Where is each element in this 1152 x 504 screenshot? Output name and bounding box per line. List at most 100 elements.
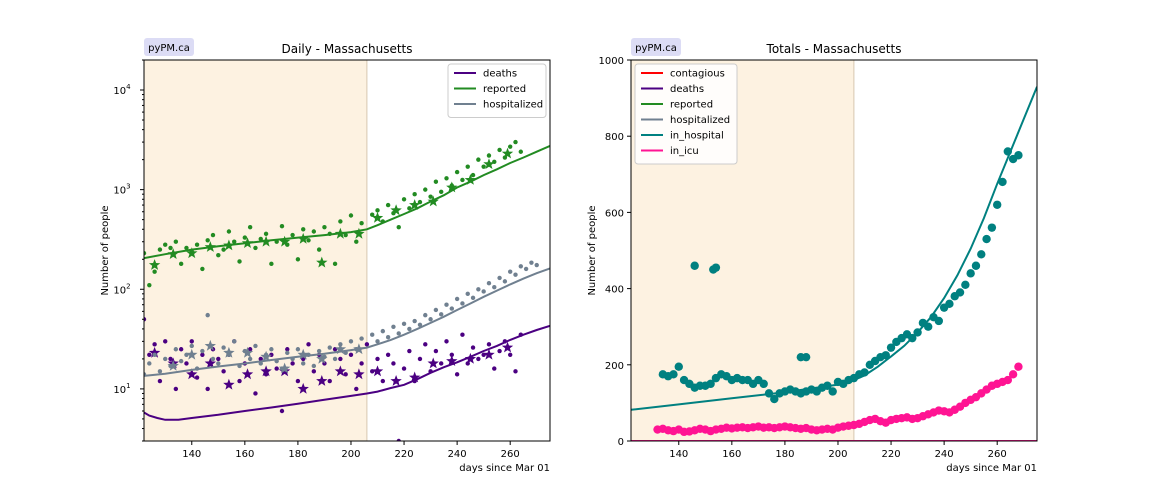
hospitalized-point: [470, 295, 476, 301]
hospitalized-point: [502, 279, 508, 284]
chart-title: Totals - Massachusetts: [766, 42, 902, 56]
hospitalized-weekly-star: [186, 348, 198, 360]
hospitalized-weekly-star: [167, 359, 179, 371]
in-hospital-point: [828, 387, 837, 396]
reported-point: [279, 223, 285, 229]
shaded-region: [144, 60, 367, 441]
legend-label-hospitalized: hospitalized: [670, 115, 730, 126]
deaths-point: [168, 356, 173, 362]
pypm-badge: pyPM.ca: [631, 38, 681, 56]
deaths-point: [396, 438, 401, 441]
reported-point: [359, 221, 364, 226]
hospitalized-point: [412, 318, 417, 324]
deaths-point: [433, 348, 439, 354]
reported-point: [237, 259, 242, 264]
reported-point: [178, 261, 184, 267]
reported-weekly-star: [316, 256, 328, 268]
reported-point: [460, 177, 465, 183]
reported-point: [439, 189, 444, 195]
in-hospital-point: [966, 269, 975, 278]
reported-model-line: [144, 144, 550, 260]
reported-point: [470, 172, 476, 178]
hospitalized-weekly-star: [278, 362, 291, 374]
reported-point: [242, 235, 248, 240]
in-hospital-point: [934, 316, 944, 326]
hospitalized-point: [507, 269, 513, 274]
reported-weekly-star: [167, 248, 179, 259]
reported-point: [200, 266, 205, 272]
deaths-point: [507, 352, 513, 357]
axes-frame: [143, 59, 551, 442]
reported-weekly-star: [353, 227, 365, 239]
x-tick-label: 200: [828, 449, 847, 460]
y-tick-label: 104: [113, 83, 131, 97]
y-tick-exponent: 3: [126, 183, 130, 191]
legend-label-in-icu: in_icu: [670, 146, 699, 157]
reported-point: [375, 208, 380, 213]
reported-point: [147, 282, 152, 288]
reported-point: [311, 229, 317, 234]
hospitalized-point: [439, 312, 444, 317]
hospitalized-point: [253, 343, 258, 349]
hospitalized-weekly-star: [316, 352, 328, 364]
reported-point: [497, 147, 502, 153]
deaths-weekly-star: [427, 357, 439, 369]
y-tick-base: 10: [113, 285, 126, 296]
hospitalized-point: [359, 336, 364, 341]
legend-label-in-hospital: in_hospital: [670, 131, 724, 142]
reported-weekly-star: [297, 232, 309, 244]
y-tick-label: 600: [605, 208, 624, 219]
reported-point: [210, 232, 216, 238]
x-tick-label: 220: [882, 449, 901, 460]
deaths-point: [385, 352, 391, 357]
hospitalized-point: [311, 363, 317, 369]
reported-point: [226, 229, 232, 234]
x-tick-label: 140: [669, 449, 688, 460]
hospitalized-point: [152, 352, 157, 357]
in-hospital-point: [881, 351, 890, 360]
x-tick-label: 140: [182, 449, 201, 460]
deaths-point: [343, 372, 348, 377]
in-hospital-point: [770, 394, 779, 404]
hospitalized-point: [417, 322, 423, 327]
in-icu-point: [1008, 370, 1018, 379]
deaths-point: [173, 386, 179, 392]
reported-point: [152, 269, 157, 274]
reported-point: [338, 219, 343, 224]
y-axis-label: Number of people: [100, 205, 111, 295]
deaths-point: [184, 361, 189, 366]
x-axis-label: days since Mar 01: [946, 463, 1037, 474]
in-hospital-point: [706, 379, 715, 389]
reported-point: [253, 245, 258, 251]
hospitalized-point: [454, 296, 460, 302]
deaths-point: [285, 347, 290, 352]
hospitalized-point: [269, 347, 274, 352]
deaths-weekly-star: [334, 365, 347, 377]
in-hospital-point: [674, 362, 683, 371]
in-hospital-point: [992, 200, 1002, 209]
deaths-weekly-star: [148, 346, 161, 358]
y-tick-label: 800: [605, 132, 624, 143]
hospitalized-point: [295, 347, 301, 352]
plot-area: [144, 139, 550, 441]
hospitalized-weekly-star: [297, 348, 309, 360]
legend-label-hospitalized: hospitalized: [483, 100, 543, 111]
hospitalized-point: [232, 339, 237, 344]
deaths-point: [178, 347, 184, 352]
hospitalized-point: [518, 264, 524, 269]
deaths-point: [423, 342, 428, 347]
hospitalized-point: [221, 345, 226, 350]
hospitalized-point: [157, 369, 163, 374]
deaths-point: [311, 369, 317, 374]
hospitalized-point: [401, 321, 407, 327]
reported-point: [306, 238, 311, 243]
reported-point: [385, 202, 391, 208]
deaths-point: [306, 342, 311, 347]
reported-point: [216, 252, 221, 258]
deaths-weekly-star: [390, 375, 402, 386]
deaths-point: [295, 378, 301, 384]
x-tick-label: 160: [235, 449, 254, 460]
deaths-weekly-star: [483, 348, 495, 360]
reported-weekly-star: [223, 239, 235, 251]
